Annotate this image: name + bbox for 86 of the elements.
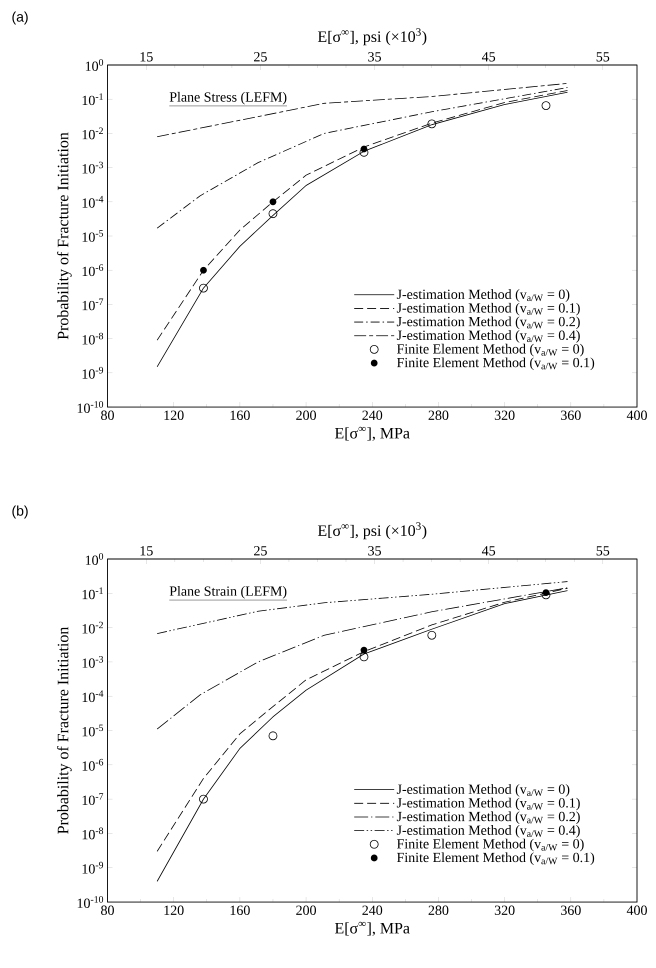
x-tick-label: 280 [428,906,448,915]
chart-title: (a) [12,12,28,25]
legend-label: J-estimation Method (v$_{a/W}$ = 0.2) [396,811,580,824]
point [268,731,278,740]
x2-tick-label: 35 [368,546,381,556]
point [200,266,207,274]
x-tick-label: 80 [101,410,114,420]
x-tick-label: 200 [296,906,316,915]
legend-label: J-estimation Method (v$_{a/W}$ = 0.4) [396,330,580,343]
y-tick-label: 10$^{-3}$ [82,656,104,668]
y-tick-label: 10$^{0}$ [86,553,104,565]
y-tick-label: 10$^{-8}$ [82,332,104,345]
point [542,101,550,110]
annotation: Plane Strain (LEFM) [170,586,286,599]
y-tick-label: 10$^{-7}$ [82,793,104,805]
y-tick-label: 10$^{-6}$ [82,758,104,771]
point [270,198,276,206]
chart-title: (b) [12,506,28,519]
x-tick-label: 360 [561,906,581,915]
y-tick-label: 10$^{-2}$ [82,128,103,140]
x2-tick-label: 15 [140,546,153,556]
line-series [156,87,568,229]
y-tick-label: 10$^{-4}$ [82,690,104,702]
x-tick-label: 200 [296,410,316,420]
y-tick-label: 10$^{-6}$ [82,264,104,276]
legend-label: J-estimation Method (v$_{a/W}$ = 0) [396,784,570,797]
y-tick-label: 10$^{-5}$ [82,724,104,736]
x2-tick-label: 45 [482,546,496,556]
y-tick-label: 10$^{-8}$ [82,827,104,840]
x2-tick-label: 35 [368,52,381,62]
legend-label: J-estimation Method (v$_{a/W}$ = 0.1) [396,302,580,316]
legend-label: Finite Element Method (v$_{a/W}$ = 0.1) [396,357,594,370]
x-tick-label: 360 [561,410,581,420]
x2-axis-title: E[σ$^{∞}$], psi (×10$^{3}$) [318,522,426,540]
point [199,794,208,804]
legend-label: J-estimation Method (v$_{a/W}$ = 0.1) [396,798,580,810]
legend-label: Finite Element Method (v$_{a/W}$ = 0.1) [396,852,594,866]
line-series [156,83,568,138]
x-tick-label: 400 [626,410,647,420]
x-tick-label: 400 [626,906,647,915]
y-tick-label: 10$^{-1}$ [82,93,103,106]
x-axis-title: E[σ$^{∞}$], MPa [334,922,410,936]
y-tick-label: 10$^{-9}$ [82,862,104,874]
x-tick-label: 160 [230,906,250,915]
x-tick-label: 240 [362,906,382,915]
x-tick-label: 240 [362,410,382,420]
y-tick-label: 10$^{-1}$ [82,587,103,600]
x-tick-label: 160 [230,410,250,420]
x-tick-label: 320 [494,410,515,420]
point [268,209,278,218]
y-tick-label: 10$^{-9}$ [82,366,104,379]
legend-label: J-estimation Method (v$_{a/W}$ = 0) [396,289,570,302]
legend-label: J-estimation Method (v$_{a/W}$ = 0.2) [396,316,580,330]
annotation: Plane Stress (LEFM) [170,92,286,105]
x2-axis-title: E[σ$^{∞}$], psi (×10$^{3}$) [318,28,426,46]
point [199,284,208,292]
line-series [156,581,568,634]
y-tick-label: 10$^{0}$ [86,59,104,71]
y-axis-title: Probability of Fracture Initiation [57,626,72,834]
x-tick-label: 120 [164,410,184,420]
legend-label: J-estimation Method (v$_{a/W}$ = 0.4) [396,825,580,838]
x2-tick-label: 25 [254,52,267,62]
point [427,119,436,128]
x2-tick-label: 25 [254,546,267,556]
point [360,652,368,662]
x2-tick-label: 15 [140,52,153,62]
point [427,630,436,640]
y-tick-label: 10$^{-5}$ [82,230,104,242]
x-tick-label: 120 [164,906,184,915]
x-tick-label: 320 [494,906,515,915]
x-axis-title: E[σ$^{∞}$], MPa [334,426,410,441]
point [542,589,550,596]
y-tick-label: 10$^{-4}$ [82,196,104,208]
legend-label: Finite Element Method (v$_{a/W}$ = 0) [396,344,584,356]
point [360,646,368,654]
x2-tick-label: 55 [596,546,610,556]
x2-tick-label: 45 [482,52,496,62]
x-tick-label: 280 [428,410,448,420]
y-tick-label: 10$^{-3}$ [82,162,104,174]
y-tick-label: 10$^{-2}$ [82,622,103,634]
legend-label: Finite Element Method (v$_{a/W}$ = 0) [396,838,584,852]
x2-tick-label: 55 [596,52,610,62]
x-tick-label: 80 [101,906,114,915]
y-tick-label: 10$^{-7}$ [82,298,104,310]
y-axis-title: Probability of Fracture Initiation [57,132,72,340]
point [360,146,368,152]
